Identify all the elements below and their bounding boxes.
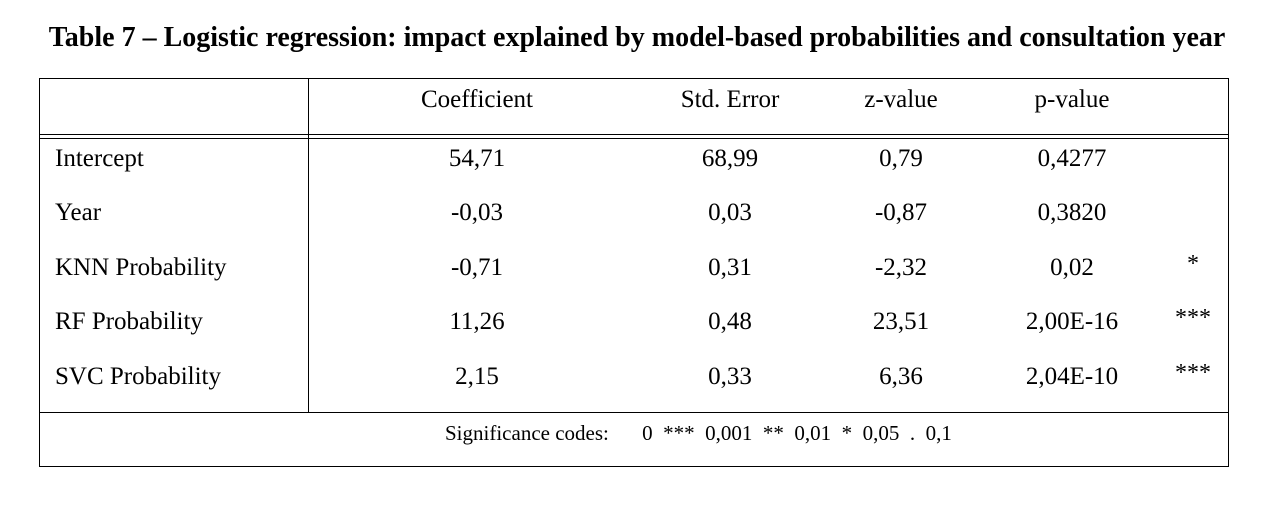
footnote-divider	[40, 412, 1228, 413]
p-value-cell: 0,02	[1050, 254, 1094, 281]
z-value-cell: -2,32	[874, 254, 928, 281]
coefficient-cell: 54,71	[448, 145, 506, 172]
header-std-error: Std. Error	[680, 86, 780, 113]
column-divider	[308, 79, 309, 413]
row-label: Intercept	[55, 145, 144, 172]
table-title: Table 7 – Logistic regression: impact ex…	[48, 22, 1226, 53]
header-double-rule-bottom	[40, 138, 1228, 139]
z-value-cell: 6,36	[879, 363, 923, 390]
z-value-cell: 23,51	[872, 308, 930, 335]
std-error-cell: 68,99	[701, 145, 759, 172]
regression-table: Coefficient Std. Error z-value p-value I…	[39, 78, 1229, 467]
significance-codes-footnote: Significance codes: 0 *** 0,001 ** 0,01 …	[445, 418, 952, 448]
std-error-cell: 0,31	[708, 254, 752, 281]
significance-marker: ***	[1175, 360, 1211, 386]
std-error-cell: 0,03	[708, 199, 752, 226]
p-value-cell: 2,04E-10	[1025, 363, 1119, 390]
row-label: KNN Probability	[55, 254, 227, 281]
row-label: SVC Probability	[55, 363, 221, 390]
header-coefficient: Coefficient	[421, 86, 533, 113]
std-error-cell: 0,33	[708, 363, 752, 390]
header-z-value: z-value	[864, 86, 938, 113]
significance-codes-values: 0 *** 0,001 ** 0,01 * 0,05 . 0,1	[642, 421, 952, 445]
z-value-cell: 0,79	[879, 145, 923, 172]
header-p-value: p-value	[1034, 86, 1110, 113]
significance-codes-label: Significance codes:	[445, 421, 609, 445]
coefficient-cell: 11,26	[449, 308, 505, 335]
header-double-rule-top	[40, 134, 1228, 135]
row-label: RF Probability	[55, 308, 203, 335]
coefficient-cell: 2,15	[455, 363, 499, 390]
significance-marker: ***	[1175, 305, 1211, 331]
p-value-cell: 2,00E-16	[1025, 308, 1119, 335]
std-error-cell: 0,48	[708, 308, 752, 335]
p-value-cell: 0,4277	[1037, 145, 1107, 172]
coefficient-cell: -0,03	[450, 199, 504, 226]
coefficient-cell: -0,71	[450, 254, 504, 281]
z-value-cell: -0,87	[874, 199, 928, 226]
significance-marker: *	[1187, 251, 1199, 277]
p-value-cell: 0,3820	[1037, 199, 1107, 226]
row-label: Year	[55, 199, 102, 226]
